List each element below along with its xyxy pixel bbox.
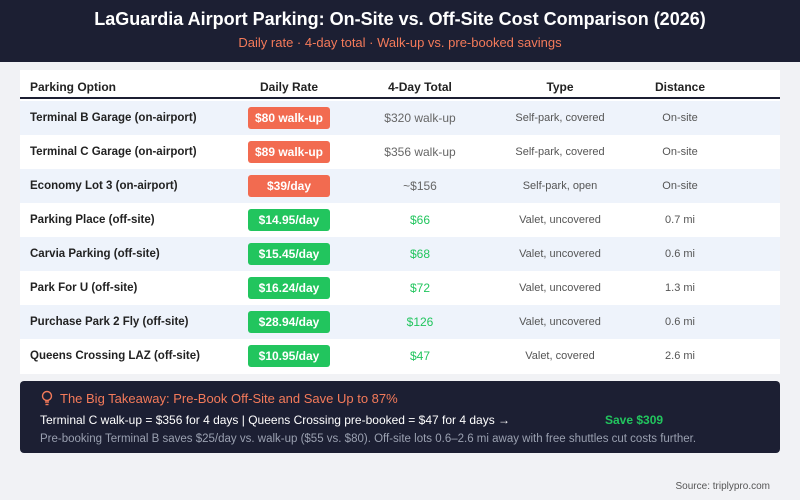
table-row: Terminal C Garage (on-airport) $89 walk-u…: [20, 135, 780, 169]
table-row: Carvia Parking (off-site) $15.45/day $68 Va…: [20, 237, 780, 271]
table-row: Parking Place (off-site) $14.95/day $66 Val…: [20, 203, 780, 237]
takeaway-line: Terminal C walk-up = $356 for 4 days | Q…: [40, 413, 511, 427]
daily-rate-badge: $16.24/day: [248, 277, 330, 299]
parking-type: Valet, uncovered: [519, 282, 601, 294]
distance: On-site: [662, 180, 698, 192]
table-row: Purchase Park 2 Fly (off-site) $28.94/day…: [20, 305, 780, 339]
distance: On-site: [662, 146, 698, 158]
daily-rate-badge: $15.45/day: [248, 243, 330, 265]
daily-rate-badge: $39/day: [248, 175, 330, 197]
daily-rate-badge: $89 walk-up: [248, 141, 330, 163]
parking-type: Valet, uncovered: [519, 248, 601, 260]
column-header: 4-Day Total: [388, 80, 452, 94]
parking-option: Purchase Park 2 Fly (off-site): [30, 316, 189, 328]
table-row: Economy Lot 3 (on-airport) $39/day ~$156 Se…: [20, 169, 780, 203]
parking-type: Valet, covered: [525, 350, 595, 362]
parking-option: Carvia Parking (off-site): [30, 248, 160, 260]
daily-rate-badge: $10.95/day: [248, 345, 330, 367]
parking-option: Park For U (off-site): [30, 282, 138, 294]
column-header: Type: [546, 80, 574, 94]
column-header: Parking Option: [30, 80, 117, 94]
parking-option: Economy Lot 3 (on-airport): [30, 180, 178, 192]
parking-option: Parking Place (off-site): [30, 214, 155, 226]
header-rule: [20, 97, 780, 99]
parking-option: Terminal B Garage (on-airport): [30, 112, 197, 124]
parking-option: Queens Crossing LAZ (off-site): [30, 350, 200, 362]
parking-type: Self-park, covered: [515, 146, 605, 158]
four-day-total: ~$156: [403, 179, 437, 193]
takeaway-title: The Big Takeaway: Pre-Book Off-Site and …: [60, 391, 398, 406]
four-day-total: $72: [409, 281, 431, 295]
column-header: Daily Rate: [259, 80, 319, 94]
header-band: [0, 0, 800, 62]
four-day-total: $66: [409, 213, 431, 227]
parking-type: Self-park, open: [522, 180, 598, 192]
four-day-total: $68: [409, 247, 431, 261]
distance: 0.6 mi: [665, 248, 695, 260]
distance: 0.6 mi: [665, 316, 695, 328]
bulb-icon: [41, 390, 53, 406]
table-row: Queens Crossing LAZ (off-site) $10.95/day…: [20, 339, 780, 373]
daily-rate-badge: $14.95/day: [248, 209, 330, 231]
distance: 2.6 mi: [665, 350, 695, 362]
four-day-total: $320 walk-up: [384, 111, 456, 125]
takeaway-savings: Save $309: [605, 413, 664, 427]
table-row: Terminal B Garage (on-airport) $80 walk-u…: [20, 101, 780, 135]
parking-type: Self-park, covered: [515, 112, 605, 124]
daily-rate-badge: $28.94/day: [248, 311, 330, 333]
title: LaGuardia Airport Parking: On-Site vs. O…: [94, 9, 706, 29]
source: Source: triplypro.com: [675, 481, 770, 492]
distance: On-site: [662, 112, 698, 124]
parking-type: Valet, uncovered: [519, 214, 601, 226]
column-header: Distance: [654, 80, 706, 94]
distance: 1.3 mi: [665, 282, 695, 294]
four-day-total: $356 walk-up: [384, 145, 456, 159]
takeaway-note: Pre-booking Terminal B saves $25/day vs.…: [40, 433, 697, 445]
subtitle: Daily rate · 4-day total · Walk-up vs. p…: [238, 35, 562, 50]
parking-type: Valet, uncovered: [519, 316, 601, 328]
parking-option: Terminal C Garage (on-airport): [30, 146, 197, 158]
four-day-total: $47: [409, 349, 431, 363]
distance: 0.7 mi: [665, 214, 695, 226]
takeaway-box: [20, 381, 780, 453]
four-day-total: $126: [406, 315, 434, 329]
daily-rate-badge: $80 walk-up: [248, 107, 330, 129]
table-row: Park For U (off-site) $16.24/day $72 Valet,…: [20, 271, 780, 305]
